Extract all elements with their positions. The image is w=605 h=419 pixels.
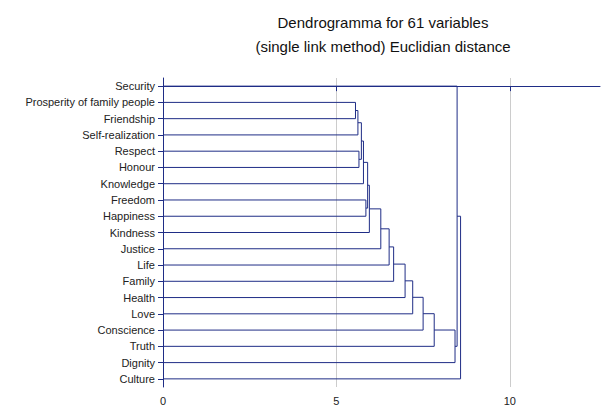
svg-text:Truth: Truth <box>130 340 155 352</box>
svg-text:Kindness: Kindness <box>110 227 156 239</box>
svg-text:Dendrogramma for 61 variables: Dendrogramma for 61 variables <box>278 14 489 31</box>
svg-text:Freedom: Freedom <box>111 194 155 206</box>
svg-text:Prosperity of family people: Prosperity of family people <box>25 96 155 108</box>
svg-text:Life: Life <box>137 259 155 271</box>
svg-text:Conscience: Conscience <box>98 324 155 336</box>
svg-text:Knowledge: Knowledge <box>101 178 155 190</box>
svg-text:Justice: Justice <box>121 243 155 255</box>
svg-text:Friendship: Friendship <box>104 113 155 125</box>
svg-text:10: 10 <box>504 395 516 407</box>
svg-text:Culture: Culture <box>120 373 155 385</box>
svg-text:0: 0 <box>160 395 166 407</box>
svg-text:(single link method) Euclidian: (single link method) Euclidian distance <box>255 38 510 55</box>
svg-text:Happiness: Happiness <box>103 210 155 222</box>
svg-text:Respect: Respect <box>115 145 155 157</box>
svg-text:Health: Health <box>123 292 155 304</box>
svg-text:5: 5 <box>333 395 339 407</box>
svg-text:Self-realization: Self-realization <box>82 129 155 141</box>
svg-text:Dignity: Dignity <box>121 357 155 369</box>
svg-text:Security: Security <box>115 80 155 92</box>
svg-text:Family: Family <box>123 275 156 287</box>
svg-text:Honour: Honour <box>119 161 155 173</box>
svg-text:Love: Love <box>131 308 155 320</box>
